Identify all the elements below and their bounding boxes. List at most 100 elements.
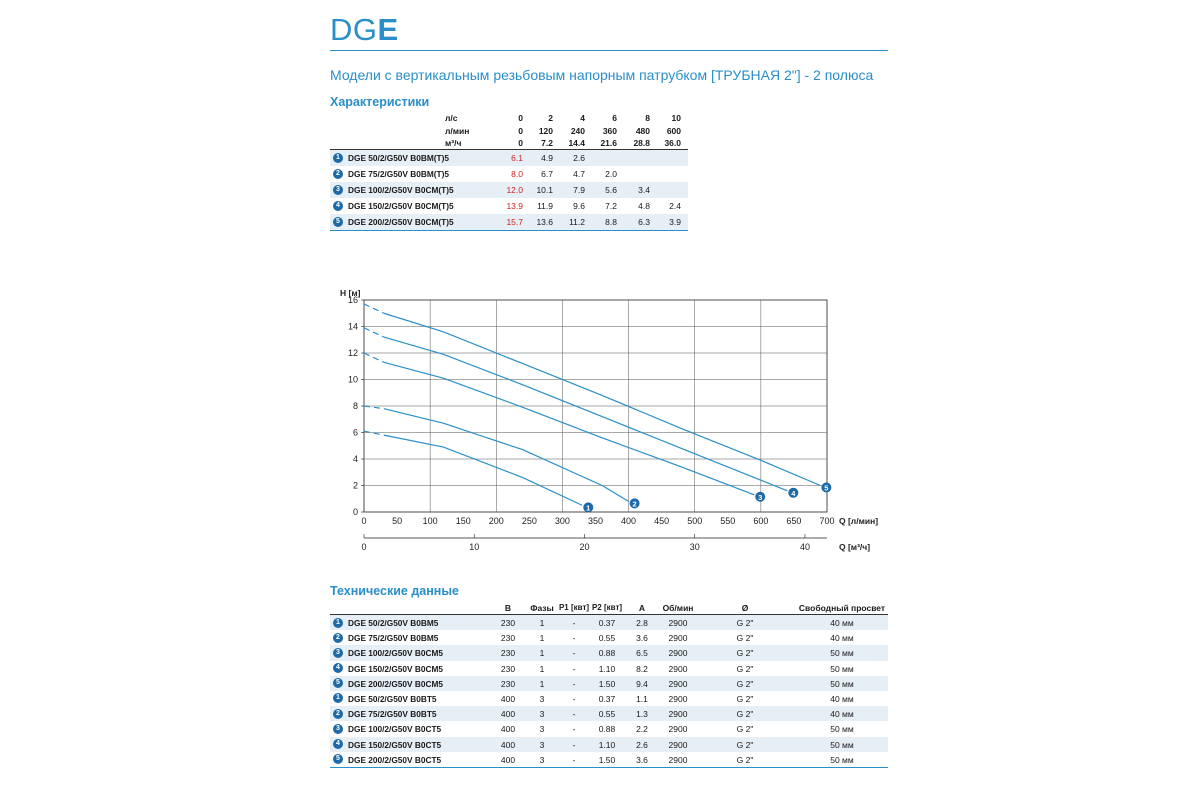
x-tick-label: 600: [753, 516, 768, 526]
unit-value: 600: [666, 125, 681, 136]
technical-table: В Фазы P1 [квт] P2 [квт] A Об/мин Ø Свободный п…: [330, 600, 888, 768]
model-badge-icon: 1: [333, 693, 343, 704]
technical-value: 400: [500, 739, 516, 750]
technical-row: 1 DGE 50/2/G50V B0BM5 230 1 - 0.37 2.8 2900 G 2"…: [330, 615, 888, 631]
series-line-dashed: [363, 303, 385, 314]
x-axis-label: Q [л/мин]: [839, 516, 878, 526]
technical-value: -: [572, 678, 576, 689]
technical-value: 2.2: [636, 724, 648, 735]
y-tick-label: 2: [353, 481, 358, 491]
unit-value: 120: [538, 125, 553, 136]
technical-value: 2.8: [636, 618, 648, 628]
model-badge-icon: 1: [333, 152, 343, 163]
technical-value: 3: [539, 754, 545, 765]
technical-value: G 2": [736, 633, 754, 644]
x-tick-label: 650: [786, 516, 801, 526]
unit-label: м³/ч: [445, 138, 462, 148]
characteristics-heading: Характеристики: [330, 95, 430, 109]
technical-value: 50 мм: [830, 739, 854, 750]
technical-value: 0.37: [598, 618, 616, 628]
technical-value: 3: [539, 739, 545, 750]
technical-value: 1: [539, 678, 545, 689]
technical-value: 2900: [668, 663, 688, 674]
model-badge-icon: 5: [333, 678, 343, 689]
column-header: Ø: [741, 603, 749, 613]
model-row: 3 DGE 100/2/G50V B0CM(T)5 12.0 10.1 7.9 5.6 3.…: [330, 181, 688, 198]
model-badge-icon: 1: [333, 617, 343, 628]
technical-value: 3.6: [636, 633, 648, 644]
technical-value: G 2": [736, 709, 754, 720]
head-value: 13.9: [506, 200, 523, 211]
series-badge-label: 3: [758, 493, 762, 502]
technical-value: 40 мм: [830, 693, 854, 704]
series-badge-icon: [583, 502, 594, 513]
model-name: DGE 50/2/G50V B0BM(T)5: [348, 152, 449, 163]
technical-row: 1 DGE 50/2/G50V B0BT5 400 3 - 0.37 1.1 2900 G 2"…: [330, 691, 888, 706]
model-name: DGE 75/2/G50V B0BM(T)5: [348, 168, 449, 179]
y-axis-label: H [м]: [340, 288, 361, 298]
column-header: P1 [квт]: [558, 603, 590, 612]
x-tick-label: 200: [489, 516, 504, 526]
secondary-axis-label: Q [м³/ч]: [839, 542, 870, 552]
model-name: DGE 200/2/G50V B0CM5: [348, 678, 443, 689]
unit-value: 7.2: [541, 138, 553, 148]
series-line-dashed: [363, 430, 384, 436]
y-tick-label: 8: [353, 401, 358, 411]
technical-value: 0.88: [598, 724, 616, 735]
column-header: Об/мин: [662, 603, 694, 613]
technical-value: -: [572, 693, 576, 704]
technical-value: 50 мм: [830, 754, 854, 765]
series-badge-label: 5: [824, 484, 828, 493]
head-value: 12.0: [506, 184, 523, 195]
column-header: A: [638, 603, 646, 613]
technical-value: 1: [539, 663, 545, 674]
head-value: 9.6: [573, 200, 585, 211]
head-value: 3.4: [638, 184, 650, 195]
technical-value: 0.37: [598, 693, 616, 704]
technical-value: 40 мм: [830, 618, 854, 628]
technical-value: 1: [539, 618, 545, 628]
header-rule: [330, 148, 688, 150]
technical-value: 400: [500, 693, 516, 704]
model-row: 1 DGE 50/2/G50V B0BM(T)5 6.1 4.9 2.6: [330, 149, 688, 166]
technical-value: 2900: [668, 739, 688, 750]
technical-value: 230: [500, 648, 516, 659]
unit-value: 10: [671, 113, 681, 123]
unit-value: 36.0: [664, 138, 681, 148]
head-value: 5.6: [605, 184, 617, 195]
technical-value: -: [572, 663, 576, 674]
technical-value: 230: [500, 618, 516, 628]
technical-value: 1.50: [598, 754, 616, 765]
model-name: DGE 75/2/G50V B0BT5: [348, 709, 437, 720]
technical-row: 4 DGE 150/2/G50V B0CT5 400 3 - 1.10 2.6 2900 G 2…: [330, 736, 888, 752]
x-tick-label: 700: [819, 516, 834, 526]
technical-value: 2900: [668, 709, 688, 720]
technical-value: -: [572, 618, 576, 628]
technical-value: -: [572, 648, 576, 659]
technical-value: 50 мм: [830, 663, 854, 674]
technical-value: 50 мм: [830, 724, 854, 735]
y-tick-label: 14: [348, 322, 358, 332]
x-tick-label: 500: [687, 516, 702, 526]
x-tick-label: 400: [621, 516, 636, 526]
head-value: 2.4: [669, 200, 681, 211]
technical-value: -: [572, 724, 576, 735]
x-tick-label: 50: [392, 516, 402, 526]
unit-value: 28.8: [633, 138, 650, 148]
secondary-tick-label: 40: [800, 542, 810, 552]
secondary-tick-label: 0: [361, 542, 366, 552]
series-badge-label: 2: [632, 499, 636, 508]
table-bottom-rule: [330, 229, 688, 231]
technical-row: 2 DGE 75/2/G50V B0BM5 230 1 - 0.55 3.6 2900 G 2"…: [330, 630, 888, 645]
head-value: 3.9: [669, 216, 681, 227]
model-badge-icon: 3: [333, 647, 343, 658]
model-name: DGE 150/2/G50V B0CM5: [348, 663, 443, 674]
column-header: Свободный просвет: [798, 603, 886, 613]
head-value: 4.9: [541, 152, 553, 163]
technical-value: 1: [539, 648, 545, 659]
technical-value: G 2": [736, 648, 754, 659]
head-value: 13.6: [536, 216, 553, 227]
head-value: 8.0: [511, 168, 523, 179]
head-value: 7.9: [573, 184, 585, 195]
